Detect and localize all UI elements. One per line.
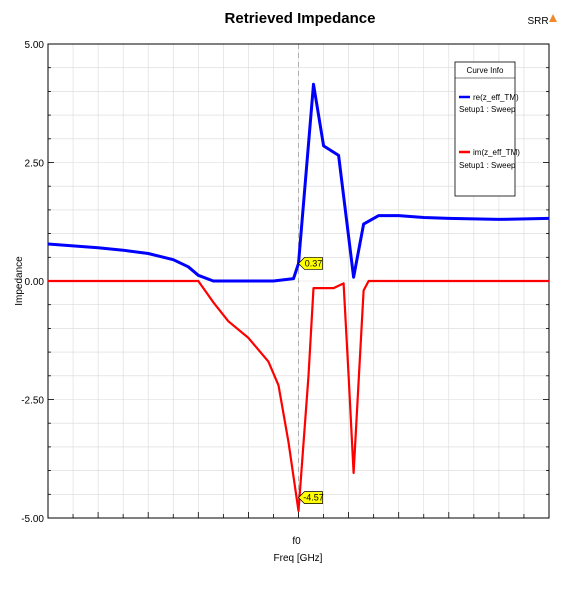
x-axis-label: Freq [GHz] <box>274 553 323 564</box>
corner-label: SRR <box>527 16 548 27</box>
series-line-re <box>47 82 550 283</box>
series-line-im <box>48 279 549 512</box>
marker-box <box>298 491 323 504</box>
marker-im: -4.57 <box>298 491 324 504</box>
y-tick-label: -5.00 <box>21 514 44 525</box>
chart-title: Retrieved Impedance <box>225 10 376 27</box>
series-lines <box>47 82 550 512</box>
x-tick-label-f0: f0 <box>292 536 301 547</box>
marker-re: 0.37 <box>298 257 323 270</box>
data-markers: 0.37 -4.57 <box>298 257 324 504</box>
marker-label: -4.57 <box>303 493 324 503</box>
legend-setup-re: Setup1 : Sweep <box>459 105 516 114</box>
legend-title: Curve Info <box>467 66 504 75</box>
legend-entry-im: im(z_eff_TM) <box>473 148 520 157</box>
legend: Curve Info re(z_eff_TM) Setup1 : Sweep i… <box>454 61 520 197</box>
legend-entry-re: re(z_eff_TM) <box>473 93 519 102</box>
legend-box <box>454 61 516 197</box>
axis-ticks: 5.00 2.50 0.00 -2.50 -5.00 f0 <box>21 40 550 547</box>
marker-box <box>298 257 323 270</box>
y-axis-label: Impedance <box>14 256 25 306</box>
warning-triangle-icon <box>549 14 557 22</box>
marker-label: 0.37 <box>305 258 323 268</box>
legend-setup-im: Setup1 : Sweep <box>459 161 516 170</box>
y-tick-label: -2.50 <box>21 396 44 407</box>
y-tick-label: 5.00 <box>25 40 45 51</box>
y-tick-label: 0.00 <box>25 277 45 288</box>
y-tick-label: 2.50 <box>25 159 45 170</box>
